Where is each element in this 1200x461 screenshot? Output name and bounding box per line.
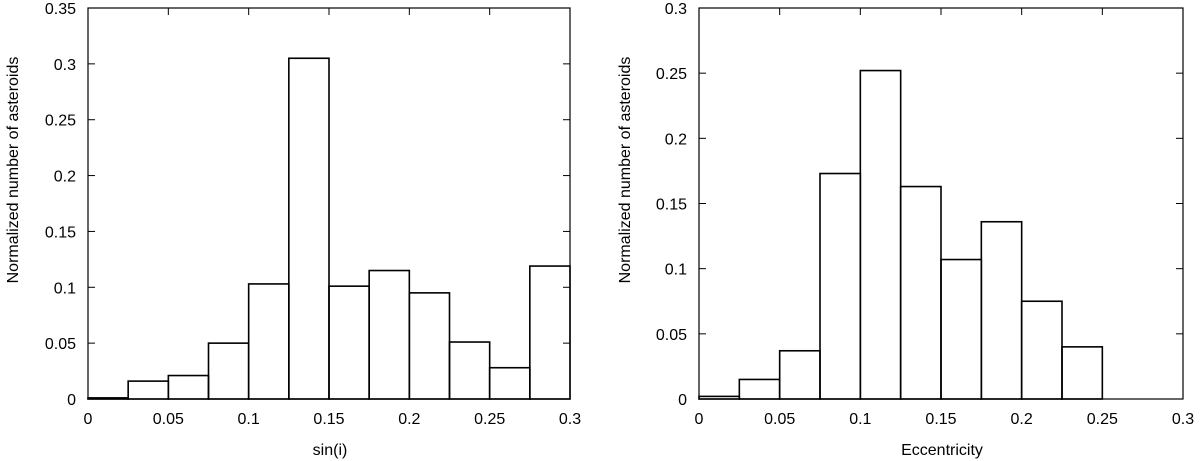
y-tick-label: 0.1 <box>54 280 76 297</box>
y-axis-title: Normalized number of asteroids <box>5 57 22 284</box>
x-axis-title: Eccentricity <box>901 442 983 459</box>
histogram-bar <box>940 258 983 400</box>
y-tick-label: 0.3 <box>54 57 76 74</box>
histogram-bar <box>488 366 531 400</box>
histogram-bar <box>778 349 821 400</box>
histogram-bar <box>167 374 210 400</box>
x-tick-label: 0.05 <box>153 411 184 428</box>
x-tick-label: 0.05 <box>764 411 795 428</box>
x-tick-label: 0.2 <box>1011 411 1033 428</box>
histogram-bar <box>288 57 330 400</box>
y-tick-label: 0.25 <box>656 66 687 83</box>
x-tick-label: 0.25 <box>474 411 505 428</box>
x-tick-label: 0.2 <box>398 411 420 428</box>
x-tick-label: 0.1 <box>849 411 871 428</box>
x-tick-label: 0.1 <box>238 411 260 428</box>
y-axis-title: Normalized number of asteroids <box>617 57 634 284</box>
histogram-bar <box>1020 300 1063 400</box>
y-tick-label: 0.05 <box>45 336 76 353</box>
x-axis-title: sin(i) <box>313 442 348 459</box>
y-tick-label: 0.15 <box>45 224 76 241</box>
histogram-bar <box>1061 346 1104 400</box>
histogram-bar <box>368 269 411 400</box>
histogram-bar <box>899 185 942 400</box>
y-tick-label: 0.35 <box>45 1 76 18</box>
y-tick-label: 0.3 <box>665 1 687 18</box>
y-tick-label: 0.2 <box>665 131 687 148</box>
histogram-bar <box>738 378 781 400</box>
histogram-bar <box>819 172 862 400</box>
chart-eccentricity-histogram: Eccentricity Normalized number of astero… <box>617 1 1194 459</box>
histogram-bar <box>328 285 370 400</box>
y-tick-label: 0.2 <box>54 169 76 186</box>
histogram-bar <box>247 283 290 400</box>
x-tick-label: 0 <box>84 411 93 428</box>
y-tick-label: 0 <box>678 392 687 409</box>
histogram-bar <box>448 341 491 400</box>
y-tick-label: 0.15 <box>656 197 687 214</box>
x-tick-label: 0.15 <box>313 411 344 428</box>
x-tick-label: 0.25 <box>1087 411 1118 428</box>
histogram-bar <box>859 69 902 400</box>
x-tick-label: 0.3 <box>559 411 581 428</box>
histogram-bar <box>529 265 571 400</box>
histogram-bar <box>980 220 1023 400</box>
y-tick-label: 0.05 <box>656 327 687 344</box>
histogram-bar <box>207 342 250 400</box>
y-tick-label: 0.25 <box>45 113 76 130</box>
x-tick-label: 0 <box>695 411 704 428</box>
y-tick-label: 0 <box>67 392 76 409</box>
histogram-bar <box>408 292 451 400</box>
histogram-bar <box>127 380 170 400</box>
y-tick-label: 0.1 <box>665 262 687 279</box>
x-tick-label: 0.3 <box>1172 411 1194 428</box>
x-tick-label: 0.15 <box>925 411 956 428</box>
